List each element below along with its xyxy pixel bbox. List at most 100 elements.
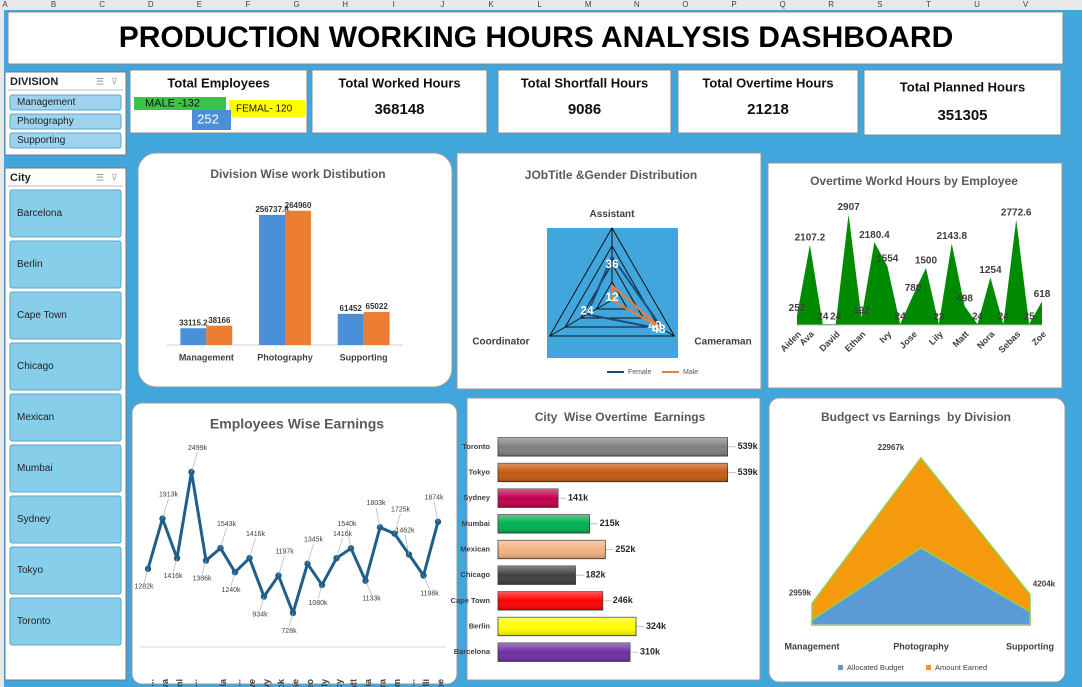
slicer-item[interactable] — [9, 189, 122, 238]
leader-line — [394, 513, 401, 534]
slicer-item[interactable] — [9, 240, 122, 289]
leader-line — [404, 534, 410, 555]
data-label: 252k — [615, 544, 636, 554]
data-label: 1913k — [159, 491, 179, 498]
slicer-item-label[interactable]: Chicago — [17, 361, 54, 372]
x-tick-label: Photography — [257, 352, 313, 362]
bar — [180, 328, 207, 345]
total-count: 252 — [197, 111, 219, 126]
column-letter: U — [974, 0, 980, 9]
female-count: FEMAL- 120 — [236, 104, 293, 115]
slicer-item[interactable] — [9, 444, 122, 493]
column-letter: D — [148, 0, 154, 9]
chart-title: Overtime Workd Hours by Employee — [810, 174, 1018, 188]
leader-line — [143, 568, 149, 583]
y-tick-label: Mexican — [460, 544, 490, 553]
slicer-item-label[interactable]: Mexican — [17, 412, 54, 423]
bar-shine — [498, 437, 728, 457]
slicer-item-label[interactable]: Barcelona — [17, 208, 62, 219]
slicer-item[interactable] — [9, 132, 122, 149]
slicer-item-label[interactable]: Berlin — [17, 259, 43, 270]
slicer-item[interactable] — [9, 393, 122, 442]
data-label: 1554 — [876, 254, 899, 265]
bar — [259, 214, 285, 345]
leader-line — [278, 555, 285, 576]
slicer-item-label[interactable]: Photography — [17, 116, 74, 127]
x-tick-label: Mia — [363, 678, 373, 687]
data-label: 192 — [853, 305, 870, 316]
slicer-item[interactable] — [9, 94, 122, 111]
data-label: 310k — [640, 647, 661, 657]
kpi-label: Total Worked Hours — [338, 75, 460, 90]
slicer-item[interactable] — [9, 291, 122, 340]
data-label: 1416k — [246, 531, 266, 538]
column-letter: R — [828, 0, 834, 9]
data-label: 24 — [972, 312, 984, 323]
data-label: 24 — [830, 312, 842, 323]
data-label: 2143.8 — [936, 231, 967, 242]
column-letter: F — [246, 0, 251, 9]
row-header-strip — [0, 10, 4, 687]
column-letter: C — [99, 0, 105, 9]
leader-line — [220, 527, 227, 549]
column-letter: O — [682, 0, 688, 9]
title-box — [7, 11, 1064, 65]
kpi-card — [863, 69, 1062, 136]
column-letter: E — [197, 0, 202, 9]
chart-title: Employees Wise Earnings — [210, 416, 384, 432]
slicer-item[interactable] — [9, 342, 122, 391]
column-letter: M — [585, 0, 592, 9]
bar-shine — [498, 488, 559, 508]
data-label: 215k — [600, 518, 621, 528]
slicer-item[interactable] — [9, 113, 122, 130]
data-label: 539k — [738, 441, 759, 451]
data-label: 1462k — [395, 527, 415, 534]
slicer-item[interactable] — [9, 546, 122, 595]
legend-label: Female — [628, 369, 651, 376]
data-label: 1540k — [337, 521, 357, 528]
slicer-item-label[interactable]: Mumbai — [17, 463, 53, 474]
data-label: 1197k — [275, 548, 294, 555]
x-tick-label: Supporting — [1006, 641, 1054, 651]
chart-title: JObTitle &Gender Distribution — [525, 168, 697, 182]
kpi-label: Total Planned Hours — [900, 79, 1025, 94]
kpi-value: 351305 — [937, 107, 987, 124]
radar-series — [611, 283, 663, 330]
slicer-item-label[interactable]: Cape Town — [17, 310, 67, 321]
column-letter: T — [926, 0, 931, 9]
slicer-item-label[interactable]: Toronto — [17, 616, 51, 627]
leader-line — [288, 612, 294, 628]
column-letter: B — [51, 0, 56, 9]
slicer-item-label[interactable]: Tokyo — [17, 565, 44, 576]
slicer-item[interactable] — [9, 495, 122, 544]
x-tick-label: Willi — [421, 679, 431, 687]
radar-ring — [564, 244, 660, 328]
x-tick-label: Da... — [189, 679, 199, 687]
data-label: 498 — [956, 294, 973, 305]
slicer-item-label[interactable]: Supporting — [17, 135, 65, 146]
y-tick-label: Sydney — [463, 493, 491, 502]
column-letter: S — [877, 0, 882, 9]
data-label: 1345k — [304, 537, 324, 544]
column-letter: V — [1023, 0, 1029, 9]
x-tick-label: Eth... — [232, 679, 242, 687]
column-letter: K — [488, 0, 494, 9]
x-tick-label: Matt — [348, 679, 358, 687]
x-tick-label: Lucy — [334, 679, 344, 687]
data-label: 324k — [646, 621, 667, 631]
bar-shine — [498, 463, 728, 482]
data-label: 539k — [738, 467, 759, 477]
data-label: 48 — [652, 322, 666, 336]
area — [811, 546, 1031, 626]
slicer-item[interactable] — [9, 597, 122, 646]
data-label: 24 — [817, 312, 829, 323]
total-badge — [192, 110, 231, 130]
slicer-item-label[interactable]: Management — [17, 97, 76, 108]
x-tick-label: Supporting — [340, 352, 388, 362]
y-tick-label: Chicago — [460, 570, 490, 579]
radar-spoke — [549, 299, 613, 337]
slicer-item-label[interactable]: Sydney — [17, 514, 50, 525]
bar — [363, 312, 390, 345]
chart-card — [131, 402, 458, 685]
